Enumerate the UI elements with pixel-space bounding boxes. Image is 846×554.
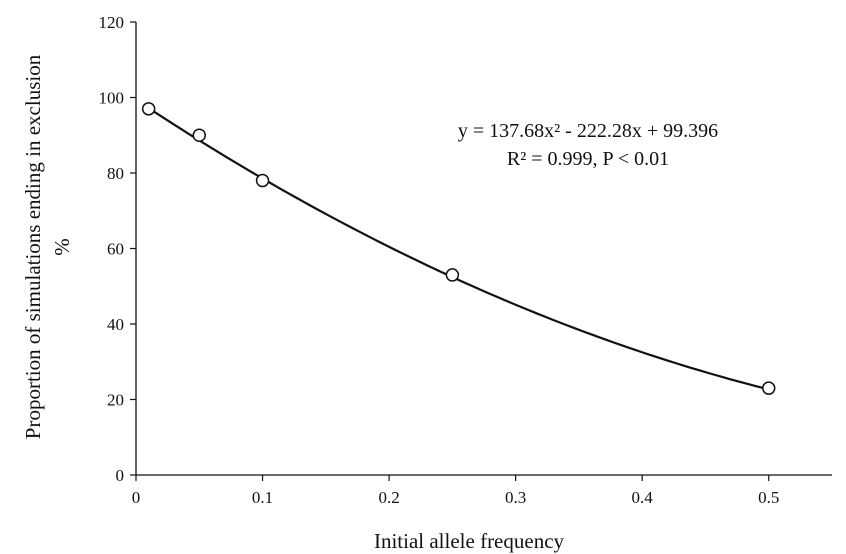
x-tick-label: 0 xyxy=(132,488,141,507)
x-axis-title: Initial allele frequency xyxy=(374,529,565,553)
axes: 0 20 40 60 80 100 120 0 0.1 0.2 0.3 0.4 0.5 xyxy=(99,13,832,507)
data-point xyxy=(255,173,270,188)
x-tick-label: 0.2 xyxy=(378,488,399,507)
polynomial-trendline xyxy=(148,107,770,391)
x-tick-label: 0.1 xyxy=(252,488,273,507)
data-point xyxy=(141,102,156,116)
x-tick-label: 0.3 xyxy=(505,488,526,507)
trendline-layer xyxy=(148,107,770,391)
data-point xyxy=(761,381,776,395)
labels-layer: Proportion of simulations ending in excl… xyxy=(21,54,718,553)
data-points xyxy=(141,102,776,395)
y-axis-title-line1: Proportion of simulations ending in excl… xyxy=(21,54,45,439)
y-axis-title-line2: % xyxy=(50,238,74,256)
y-tick-label: 40 xyxy=(107,315,124,334)
y-tick-label: 100 xyxy=(99,89,125,108)
y-tick-label: 120 xyxy=(99,13,125,32)
data-point xyxy=(445,268,460,282)
y-tick-label: 0 xyxy=(116,466,125,485)
y-tick-label: 60 xyxy=(107,240,124,259)
equation-annotation: y = 137.68x² - 222.28x + 99.396 xyxy=(458,120,718,142)
x-tick-label: 0.5 xyxy=(758,488,779,507)
r-squared-annotation: R² = 0.999, P < 0.01 xyxy=(507,148,669,170)
x-tick-label: 0.4 xyxy=(632,488,654,507)
data-point xyxy=(192,128,207,142)
y-tick-label: 20 xyxy=(107,391,124,410)
y-tick-label: 80 xyxy=(107,164,124,183)
